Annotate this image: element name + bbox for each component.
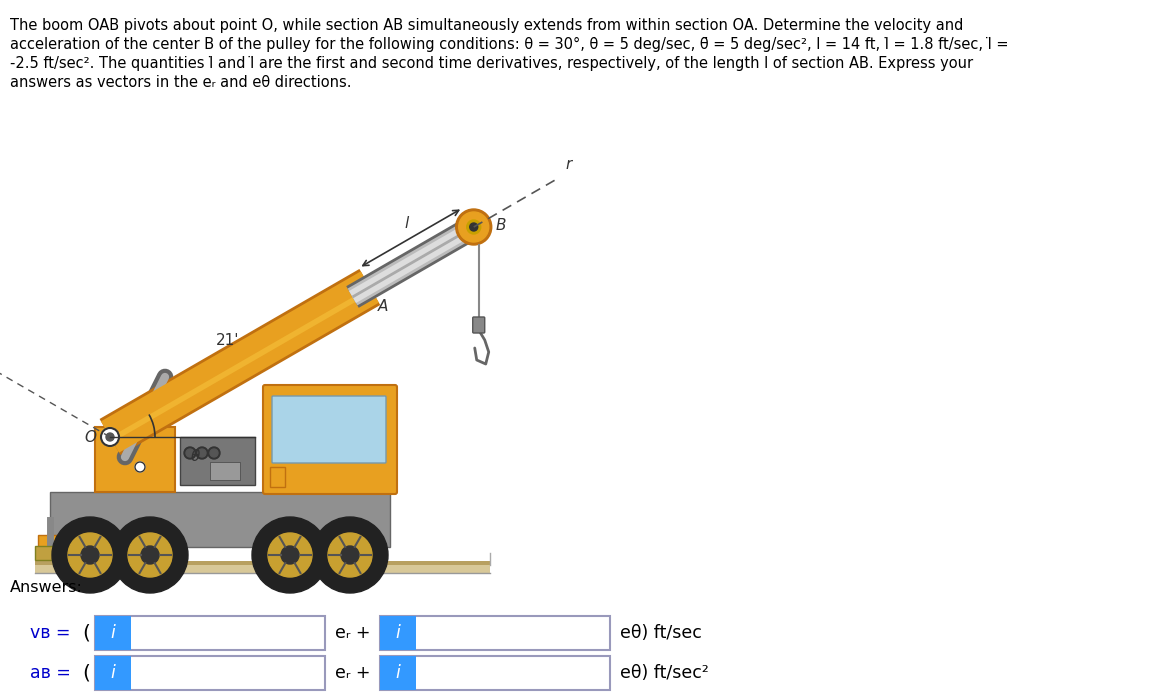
Circle shape — [208, 447, 220, 459]
Text: 21': 21' — [216, 333, 239, 348]
FancyBboxPatch shape — [264, 385, 396, 494]
Circle shape — [458, 212, 489, 242]
Text: aʙ =: aʙ = — [30, 664, 71, 682]
FancyBboxPatch shape — [94, 656, 325, 690]
Circle shape — [466, 220, 480, 234]
Text: The boom OAB pivots about point O, while section AB simultaneously extends from : The boom OAB pivots about point O, while… — [10, 18, 963, 33]
FancyBboxPatch shape — [35, 561, 490, 565]
FancyBboxPatch shape — [94, 616, 325, 650]
Circle shape — [52, 517, 128, 593]
Circle shape — [106, 433, 114, 441]
Circle shape — [196, 447, 208, 459]
Circle shape — [141, 546, 159, 564]
FancyBboxPatch shape — [380, 656, 610, 690]
Text: i: i — [111, 664, 115, 682]
Text: i: i — [111, 624, 115, 642]
Circle shape — [268, 533, 312, 577]
FancyBboxPatch shape — [35, 546, 65, 560]
Circle shape — [252, 517, 328, 593]
Circle shape — [281, 546, 298, 564]
Text: (: ( — [82, 623, 90, 642]
Circle shape — [80, 546, 99, 564]
Text: i: i — [395, 664, 400, 682]
FancyBboxPatch shape — [380, 656, 416, 690]
Text: eθ) ft/sec: eθ) ft/sec — [620, 624, 702, 642]
Circle shape — [210, 449, 218, 457]
FancyBboxPatch shape — [380, 616, 610, 650]
Text: O: O — [84, 430, 96, 445]
FancyBboxPatch shape — [94, 616, 131, 650]
Circle shape — [198, 449, 206, 457]
Text: B: B — [496, 218, 506, 233]
Text: (: ( — [82, 664, 90, 682]
FancyBboxPatch shape — [472, 317, 485, 333]
FancyBboxPatch shape — [94, 656, 131, 690]
Text: acceleration of the center B of the pulley for the following conditions: θ = 30°: acceleration of the center B of the pull… — [10, 37, 1009, 52]
Circle shape — [456, 209, 492, 245]
Text: A: A — [378, 299, 388, 314]
Circle shape — [135, 462, 145, 472]
Circle shape — [184, 447, 196, 459]
Circle shape — [312, 517, 388, 593]
Circle shape — [128, 533, 173, 577]
Text: vʙ =: vʙ = — [30, 624, 70, 642]
FancyBboxPatch shape — [50, 492, 389, 547]
Text: θ: θ — [190, 449, 199, 464]
Text: -2.5 ft/sec². The quantities l̇ and l̈ are the first and second time derivatives: -2.5 ft/sec². The quantities l̇ and l̈ a… — [10, 56, 974, 71]
Text: r: r — [566, 157, 571, 172]
Text: i: i — [395, 624, 400, 642]
FancyBboxPatch shape — [35, 561, 490, 573]
Circle shape — [101, 428, 119, 446]
FancyBboxPatch shape — [94, 427, 175, 492]
Text: eθ) ft/sec²: eθ) ft/sec² — [620, 664, 709, 682]
Text: Answers:: Answers: — [10, 580, 83, 595]
Circle shape — [470, 223, 478, 231]
FancyBboxPatch shape — [380, 616, 416, 650]
FancyBboxPatch shape — [210, 462, 240, 480]
Text: l: l — [405, 216, 409, 231]
Circle shape — [340, 546, 359, 564]
Circle shape — [187, 449, 194, 457]
FancyBboxPatch shape — [38, 535, 59, 547]
Text: answers as vectors in the eᵣ and eθ directions.: answers as vectors in the eᵣ and eθ dire… — [10, 75, 351, 90]
FancyBboxPatch shape — [180, 437, 255, 485]
Text: eᵣ +: eᵣ + — [335, 664, 371, 682]
FancyBboxPatch shape — [271, 467, 285, 487]
Circle shape — [68, 533, 112, 577]
Text: eᵣ +: eᵣ + — [335, 624, 371, 642]
Circle shape — [112, 517, 188, 593]
Circle shape — [328, 533, 372, 577]
FancyBboxPatch shape — [272, 396, 386, 463]
